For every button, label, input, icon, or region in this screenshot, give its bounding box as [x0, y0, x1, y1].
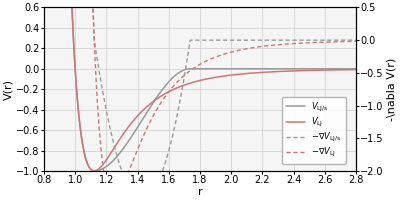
$-\nabla V_{\mathrm{LJ}}$ — [348, 40, 352, 43]
$V_{\mathrm{LJ}}$ — [92, 170, 97, 172]
Line: $-\nabla V_{\mathrm{LJ/s}}$: $-\nabla V_{\mathrm{LJ/s}}$ — [52, 1, 356, 178]
$V_{\mathrm{LJ/s}}$ — [348, 68, 352, 70]
$-\nabla V_{\mathrm{LJ/s}}$ — [348, 39, 352, 41]
$V_{\mathrm{LJ/s}}$ — [49, 1, 54, 4]
$-\nabla V_{\mathrm{LJ/s}}$ — [354, 39, 358, 41]
$V_{\mathrm{LJ/s}}$ — [315, 68, 320, 70]
Y-axis label: -\nabla V(r): -\nabla V(r) — [386, 58, 396, 121]
Line: $-\nabla V_{\mathrm{LJ}}$: $-\nabla V_{\mathrm{LJ}}$ — [52, 1, 356, 178]
$-\nabla V_{\mathrm{LJ/s}}$ — [315, 39, 320, 41]
X-axis label: r: r — [198, 187, 202, 197]
$-\nabla V_{\mathrm{LJ/s}}$ — [84, 0, 89, 2]
$-\nabla V_{\mathrm{LJ/s}}$ — [49, 0, 54, 2]
$V_{\mathrm{LJ}}$ — [179, 85, 184, 87]
$V_{\mathrm{LJ}}$ — [348, 69, 352, 71]
$-\nabla V_{\mathrm{LJ}}$ — [166, 91, 171, 93]
$-\nabla V_{\mathrm{LJ/s}}$ — [102, 100, 107, 102]
$V_{\mathrm{LJ}}$ — [315, 69, 320, 71]
$-\nabla V_{\mathrm{LJ/s}}$ — [122, 176, 127, 179]
$V_{\mathrm{LJ/s}}$ — [166, 81, 171, 83]
$-\nabla V_{\mathrm{LJ/s}}$ — [179, 90, 184, 93]
Line: $V_{\mathrm{LJ}}$: $V_{\mathrm{LJ}}$ — [52, 2, 356, 171]
$-\nabla V_{\mathrm{LJ}}$ — [354, 40, 358, 43]
$V_{\mathrm{LJ}}$ — [354, 68, 358, 71]
$-\nabla V_{\mathrm{LJ}}$ — [315, 41, 320, 44]
$-\nabla V_{\mathrm{LJ}}$ — [102, 176, 107, 179]
$V_{\mathrm{LJ/s}}$ — [354, 68, 358, 70]
$V_{\mathrm{LJ/s}}$ — [84, 160, 89, 162]
$V_{\mathrm{LJ/s}}$ — [102, 166, 107, 169]
Line: $V_{\mathrm{LJ/s}}$: $V_{\mathrm{LJ/s}}$ — [52, 2, 356, 171]
$V_{\mathrm{LJ}}$ — [102, 161, 107, 164]
$V_{\mathrm{LJ/s}}$ — [92, 170, 97, 172]
$-\nabla V_{\mathrm{LJ}}$ — [179, 76, 184, 79]
$-\nabla V_{\mathrm{LJ}}$ — [102, 175, 107, 177]
$-\nabla V_{\mathrm{LJ/s}}$ — [166, 151, 171, 153]
$-\nabla V_{\mathrm{LJ}}$ — [49, 0, 54, 2]
$-\nabla V_{\mathrm{LJ}}$ — [84, 0, 89, 2]
Legend: $V_{\mathrm{LJ/s}}$, $V_{\mathrm{LJ}}$, $-\nabla V_{\mathrm{LJ/s}}$, $-\nabla V_: $V_{\mathrm{LJ/s}}$, $V_{\mathrm{LJ}}$, … — [282, 97, 346, 164]
$V_{\mathrm{LJ/s}}$ — [179, 70, 184, 72]
$V_{\mathrm{LJ}}$ — [166, 91, 171, 93]
$V_{\mathrm{LJ}}$ — [49, 1, 54, 4]
Y-axis label: V(r): V(r) — [4, 79, 14, 100]
$V_{\mathrm{LJ}}$ — [84, 160, 89, 162]
